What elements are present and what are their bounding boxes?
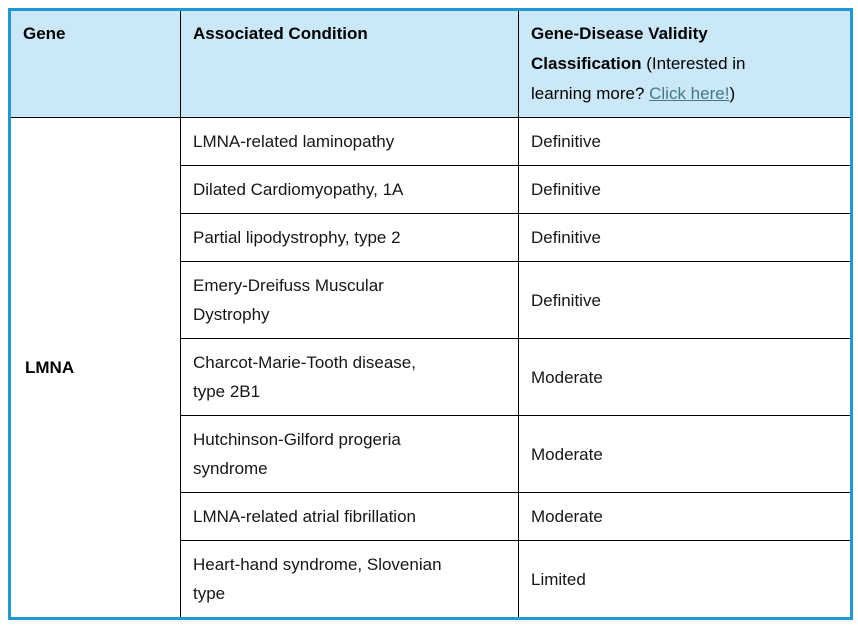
classification-cell: Definitive xyxy=(518,261,852,339)
condition-cell: Hutchinson-Gilford progeria syndrome xyxy=(180,415,519,493)
table-row: Hutchinson-Gilford progeria syndrome Mod… xyxy=(10,415,852,493)
condition-text: Hutchinson-Gilford progeria syndrome xyxy=(193,430,401,478)
classification-cell: Definitive xyxy=(518,117,852,166)
condition-text: Partial lipodystrophy, type 2 xyxy=(193,228,401,247)
condition-text: Charcot-Marie-Tooth disease, type 2B1 xyxy=(193,353,416,401)
classification-text: Moderate xyxy=(531,367,603,387)
table-row: Charcot-Marie-Tooth disease, type 2B1 Mo… xyxy=(10,338,852,416)
classification-text: Definitive xyxy=(531,228,601,247)
classification-cell: Moderate xyxy=(518,492,852,541)
condition-cell: LMNA-related atrial fibrillation xyxy=(180,492,519,541)
header-classification-text: Gene-Disease Validity Classification (In… xyxy=(531,19,791,109)
condition-text: Emery-Dreifuss Muscular Dystrophy xyxy=(193,276,384,324)
condition-cell: Dilated Cardiomyopathy, 1A xyxy=(180,165,519,214)
condition-cell: Emery-Dreifuss Muscular Dystrophy xyxy=(180,261,519,339)
header-classification: Gene-Disease Validity Classification (In… xyxy=(518,9,852,118)
table-row: Emery-Dreifuss Muscular Dystrophy Defini… xyxy=(10,261,852,339)
click-here-link[interactable]: Click here! xyxy=(649,84,730,103)
gene-disease-table: Gene Associated Condition Gene-Disease V… xyxy=(8,8,853,620)
condition-text: Heart-hand syndrome, Slovenian type xyxy=(193,555,442,603)
condition-text: LMNA-related laminopathy xyxy=(193,132,395,151)
condition-text: Dilated Cardiomyopathy, 1A xyxy=(193,180,404,199)
classification-cell: Definitive xyxy=(518,165,852,214)
classification-text: Moderate xyxy=(531,507,603,526)
table-row: LMNA-related atrial fibrillation Moderat… xyxy=(10,492,852,541)
classification-cell: Moderate xyxy=(518,338,852,416)
classification-text: Definitive xyxy=(531,132,601,151)
header-classification-title: Gene-Disease Validity Classification xyxy=(531,24,708,73)
condition-cell: LMNA-related laminopathy xyxy=(180,117,519,166)
condition-cell: Heart-hand syndrome, Slovenian type xyxy=(180,540,519,619)
classification-text: Moderate xyxy=(531,444,603,464)
header-row: Gene Associated Condition Gene-Disease V… xyxy=(9,9,852,118)
header-classification-note-suffix: ) xyxy=(729,84,736,103)
table-row: Partial lipodystrophy, type 2 Definitive xyxy=(10,213,852,262)
classification-text: Definitive xyxy=(531,290,601,310)
table-row: LMNA LMNA-related laminopathy Definitive xyxy=(9,117,852,619)
classification-text: Limited xyxy=(531,569,586,589)
classification-text: Definitive xyxy=(531,180,601,199)
classification-cell: Moderate xyxy=(518,415,852,493)
condition-cell: Charcot-Marie-Tooth disease, type 2B1 xyxy=(180,338,519,416)
condition-cell: Partial lipodystrophy, type 2 xyxy=(180,213,519,262)
header-condition: Associated Condition xyxy=(180,9,519,118)
header-classification-note: (Interested in learning more? xyxy=(531,54,746,103)
condition-text: LMNA-related atrial fibrillation xyxy=(193,507,416,526)
table-body: LMNA LMNA-related laminopathy Definitive… xyxy=(9,117,852,619)
header-gene: Gene xyxy=(9,9,181,118)
gene-cell: LMNA xyxy=(9,117,181,619)
table-row: Heart-hand syndrome, Slovenian type Limi… xyxy=(10,540,852,619)
classification-cell: Definitive xyxy=(518,213,852,262)
classification-cell: Limited xyxy=(518,540,852,619)
